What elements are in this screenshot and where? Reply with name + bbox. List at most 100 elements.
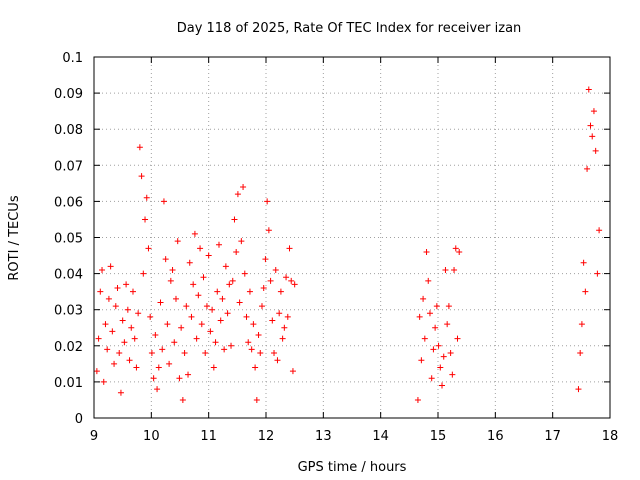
data-point	[267, 277, 274, 284]
data-point	[155, 364, 162, 371]
data-point	[190, 281, 197, 288]
data-point	[271, 350, 278, 357]
data-point	[210, 364, 217, 371]
data-point	[291, 281, 298, 288]
x-tick-label: 17	[544, 429, 561, 444]
y-tick-label: 0.02	[54, 340, 83, 355]
data-point	[444, 321, 451, 328]
data-point	[589, 133, 596, 140]
data-point	[195, 292, 202, 299]
data-point	[169, 266, 176, 273]
data-point	[428, 375, 435, 382]
data-point	[284, 313, 291, 320]
data-point	[274, 357, 281, 364]
data-point	[456, 248, 463, 255]
data-point	[252, 364, 259, 371]
data-point	[186, 259, 193, 266]
data-point	[276, 310, 283, 317]
x-axis: 9 10 11 12 13 14 15 16 17 18	[90, 57, 618, 444]
data-point	[224, 310, 231, 317]
data-point	[129, 288, 136, 295]
x-tick-label: 16	[487, 429, 504, 444]
data-point	[185, 371, 192, 378]
data-point	[255, 331, 262, 338]
data-point	[202, 350, 209, 357]
data-point	[209, 306, 216, 313]
data-point	[222, 263, 229, 270]
data-point	[433, 303, 440, 310]
data-point	[181, 350, 188, 357]
data-point	[117, 389, 124, 396]
x-tick-label: 18	[602, 429, 619, 444]
data-point	[582, 288, 589, 295]
data-point	[171, 339, 178, 346]
y-tick-label: 0.05	[54, 232, 83, 247]
chart-title: Day 118 of 2025, Rate Of TEC Index for r…	[177, 21, 522, 36]
data-point	[143, 194, 150, 201]
data-point	[454, 335, 461, 342]
data-point	[289, 368, 296, 375]
data-point	[124, 306, 131, 313]
data-point	[272, 266, 279, 273]
series-2	[575, 86, 603, 393]
data-point	[116, 350, 123, 357]
data-point	[112, 303, 119, 310]
x-tick-label: 10	[143, 429, 160, 444]
data-point	[136, 144, 143, 151]
data-point	[142, 216, 149, 223]
data-point	[414, 396, 421, 403]
data-point	[590, 108, 597, 115]
data-point	[193, 335, 200, 342]
data-point	[147, 313, 154, 320]
data-point	[114, 285, 121, 292]
data-point	[207, 328, 214, 335]
data-point	[437, 364, 444, 371]
y-tick-label: 0.06	[54, 195, 83, 210]
data-point	[248, 346, 255, 353]
data-point	[93, 368, 100, 375]
data-point	[423, 248, 430, 255]
data-point	[150, 375, 157, 382]
data-point	[594, 270, 601, 277]
data-point	[228, 342, 235, 349]
x-tick-label: 11	[200, 429, 217, 444]
data-point	[157, 299, 164, 306]
data-point	[439, 382, 446, 389]
data-point	[416, 313, 423, 320]
data-point	[587, 122, 594, 129]
y-tick-label: 0.07	[54, 159, 83, 174]
data-point	[262, 256, 269, 263]
data-point	[104, 346, 111, 353]
y-tick-label: 0.04	[54, 268, 83, 283]
data-point	[164, 321, 171, 328]
y-tick-label: 0	[75, 412, 83, 427]
data-point	[269, 317, 276, 324]
data-point	[219, 295, 226, 302]
data-point	[215, 241, 222, 248]
data-point	[281, 324, 288, 331]
data-point	[133, 364, 140, 371]
data-point	[584, 165, 591, 172]
data-point	[279, 335, 286, 342]
data-point	[233, 248, 240, 255]
data-point	[191, 230, 198, 237]
data-point	[99, 266, 106, 273]
data-point	[135, 310, 142, 317]
data-point	[119, 317, 126, 324]
data-point	[451, 266, 458, 273]
data-point	[166, 360, 173, 367]
data-point	[243, 313, 250, 320]
data-point	[188, 313, 195, 320]
data-point	[197, 245, 204, 252]
data-point	[432, 324, 439, 331]
data-point	[426, 310, 433, 317]
x-tick-label: 12	[258, 429, 275, 444]
data-point	[145, 245, 152, 252]
data-point	[592, 147, 599, 154]
data-point	[111, 360, 118, 367]
data-point	[418, 357, 425, 364]
data-point	[578, 321, 585, 328]
y-axis-label: ROTI / TECUs	[7, 195, 22, 280]
data-point	[440, 353, 447, 360]
